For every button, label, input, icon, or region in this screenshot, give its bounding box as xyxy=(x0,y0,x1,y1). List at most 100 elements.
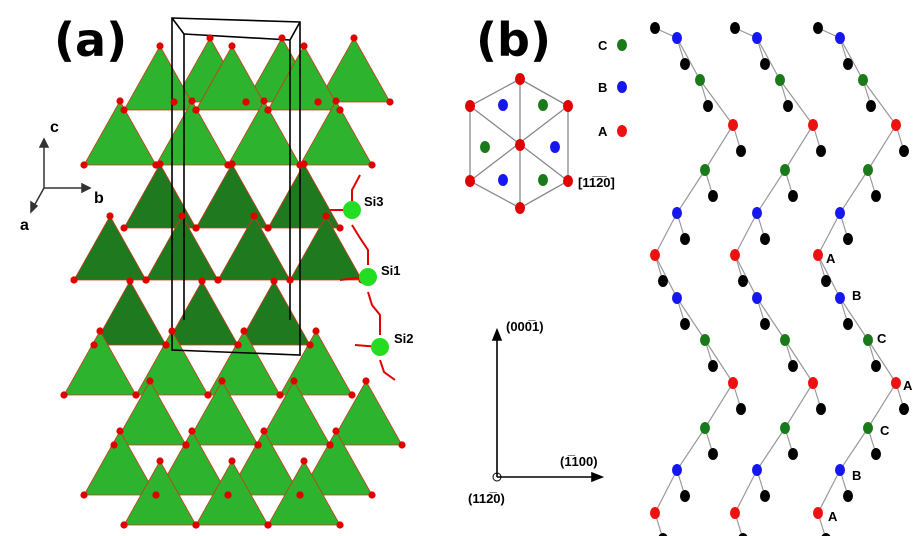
legend-c-letter: C xyxy=(598,38,608,53)
oxygen-atom xyxy=(312,327,320,335)
oxygen-atom xyxy=(170,98,178,106)
oxygen-atoms-layer xyxy=(60,34,406,529)
stacking-atom xyxy=(835,464,845,476)
black-atom xyxy=(788,360,798,372)
hex-site-dot xyxy=(550,141,560,153)
oxygen-atom xyxy=(260,427,268,435)
black-atom xyxy=(816,403,826,415)
oxygen-atom xyxy=(250,212,258,220)
stacking-atom xyxy=(700,422,710,434)
oxygen-atom xyxy=(204,391,212,399)
si3-atom xyxy=(343,201,361,219)
black-atom xyxy=(708,190,718,202)
stacking-atom xyxy=(835,207,845,219)
oxygen-atom xyxy=(306,341,314,349)
oxygen-atom xyxy=(368,161,376,169)
oxygen-atom xyxy=(80,161,88,169)
oxygen-atom xyxy=(126,277,134,285)
oxygen-atom xyxy=(60,391,68,399)
unit-cell-box xyxy=(171,17,301,356)
oxygen-atom xyxy=(192,224,200,232)
black-atom xyxy=(738,275,748,287)
chain-bond xyxy=(734,27,814,514)
oxygen-atom xyxy=(168,327,176,335)
oxygen-atom xyxy=(142,276,150,284)
black-atom xyxy=(821,533,831,536)
dir-horizontal-label: (1̅100) xyxy=(560,454,598,469)
stacking-atom xyxy=(863,422,873,434)
black-atom xyxy=(788,190,798,202)
legend-c-dot xyxy=(617,39,627,51)
stacking-atom xyxy=(813,507,823,519)
oxygen-atom xyxy=(156,457,164,465)
oxygen-atom xyxy=(264,521,272,529)
oxygen-atom xyxy=(120,224,128,232)
hex-site-dot xyxy=(563,175,573,187)
oxygen-atom xyxy=(188,97,196,105)
panel-b-label: (b) xyxy=(476,13,551,67)
oxygen-atom xyxy=(116,97,124,105)
stacking-atom xyxy=(863,164,873,176)
legend-b-dot xyxy=(617,81,627,93)
hex-site-dot xyxy=(515,202,525,214)
si2-atom xyxy=(371,338,389,356)
tetrahedron xyxy=(123,163,197,229)
tetrahedron xyxy=(155,100,229,166)
tetrahedron xyxy=(207,330,281,396)
stacking-atom xyxy=(672,464,682,476)
oxygen-atom xyxy=(278,34,286,42)
black-atom xyxy=(899,403,909,415)
oxygen-atom xyxy=(206,34,214,42)
tetrahedron xyxy=(227,430,301,496)
oxygen-atom xyxy=(192,521,200,529)
hex-site-dot xyxy=(515,139,525,151)
stacking-atom xyxy=(695,74,705,86)
oxygen-atom xyxy=(314,98,322,106)
tetrahedron xyxy=(145,215,219,281)
oxygen-atom xyxy=(198,277,206,285)
legend-b-letter: B xyxy=(598,80,607,95)
stacking-atom xyxy=(808,377,818,389)
tetrahedron xyxy=(123,45,197,111)
black-atom xyxy=(788,448,798,460)
stacking-atom xyxy=(891,377,901,389)
black-atom xyxy=(843,233,853,245)
oxygen-atom xyxy=(368,491,376,499)
black-atom xyxy=(821,275,831,287)
tetrahedron xyxy=(195,460,269,526)
oxygen-atom xyxy=(286,276,294,284)
oxygen-atom xyxy=(156,160,164,168)
oxygen-atom xyxy=(290,377,298,385)
stacking-atom xyxy=(728,377,738,389)
stacking-atom xyxy=(891,119,901,131)
oxygen-atom xyxy=(350,34,358,42)
hex-site-dot xyxy=(465,100,475,112)
tetrahedron xyxy=(185,380,259,446)
panel-b-stacking-diagram: (b) C B A [11̅2̅0] xyxy=(465,13,913,536)
stacking-atom xyxy=(728,119,738,131)
oxygen-atom xyxy=(116,427,124,435)
stacking-atom xyxy=(813,249,823,261)
tetrahedron xyxy=(267,163,341,229)
stacking-atom xyxy=(780,334,790,346)
oxygen-atom xyxy=(264,224,272,232)
hex-direction-label: [11̅2̅0] xyxy=(578,175,615,190)
tetrahedron xyxy=(195,163,269,229)
axis-b-label: b xyxy=(94,190,104,207)
oxygen-atom xyxy=(120,521,128,529)
black-atom xyxy=(680,318,690,330)
tetrahedron xyxy=(299,430,373,496)
stack-label-b1: B xyxy=(852,288,861,303)
oxygen-atom xyxy=(96,327,104,335)
black-atom xyxy=(736,403,746,415)
stack-label-a1: A xyxy=(826,251,836,266)
oxygen-atom xyxy=(214,276,222,284)
black-atom xyxy=(871,190,881,202)
oxygen-atom xyxy=(110,441,118,449)
hex-site-dot xyxy=(465,175,475,187)
stacking-atom xyxy=(650,507,660,519)
oxygen-atom xyxy=(218,377,226,385)
tetrahedron xyxy=(165,280,239,346)
oxygen-atom xyxy=(224,491,232,499)
